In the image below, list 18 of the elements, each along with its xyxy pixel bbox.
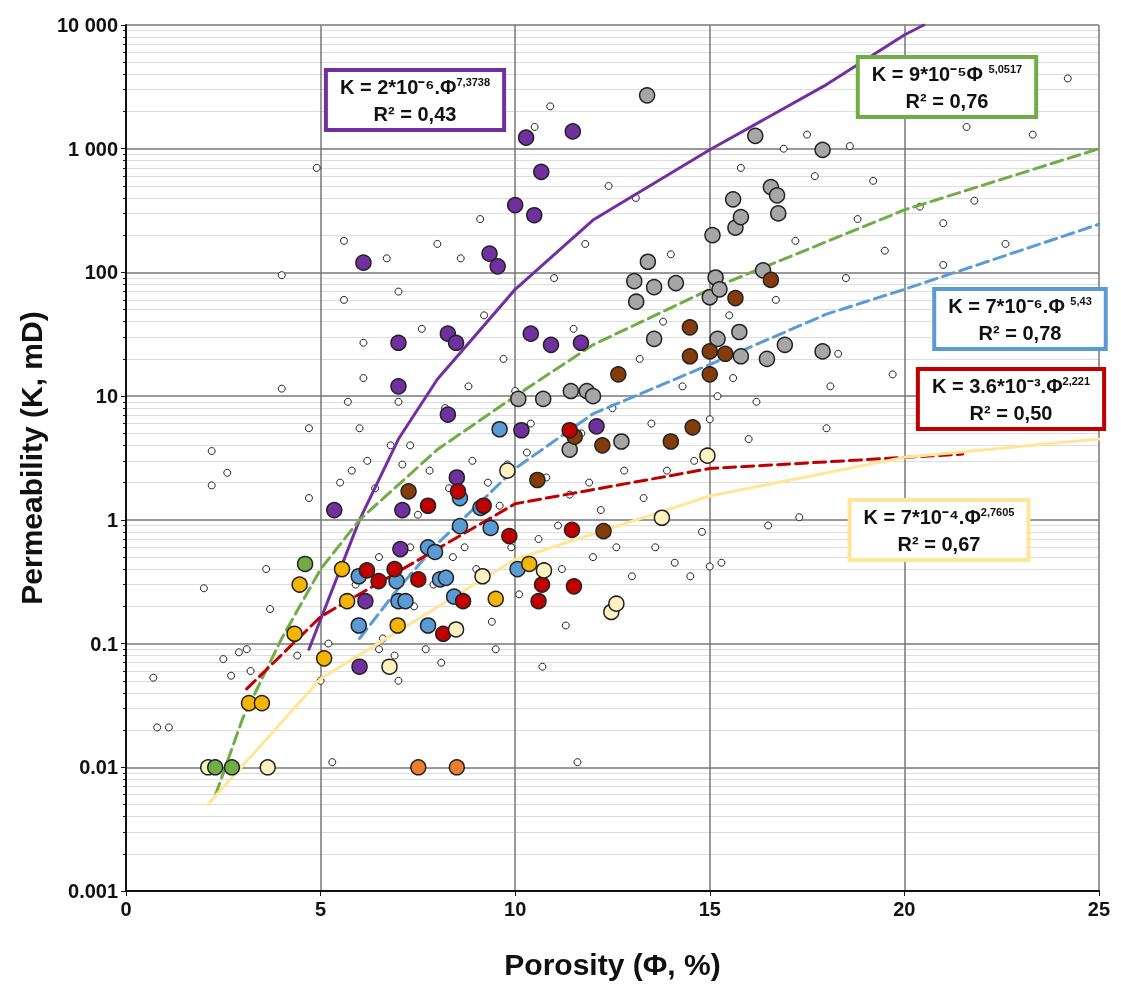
x-tick-label: 15 [698, 898, 721, 920]
y-tick-label: 0.001 [68, 880, 119, 902]
y-tick-label: 100 [84, 261, 119, 284]
y-tick-label: 1 000 [68, 137, 119, 160]
y-tick-label: 0.1 [90, 632, 119, 655]
x-tick-label: 10 [504, 898, 527, 920]
y-tick-label: 0.01 [79, 756, 119, 779]
x-tick-label: 25 [1087, 898, 1110, 920]
text: K = 9*10⁻⁵Φ 5,0517 R² = 0,76 [871, 62, 1023, 112]
x-tick-label: 0 [120, 898, 132, 920]
y-tick-label: 10 [95, 385, 119, 408]
x-tick-label: 20 [893, 898, 916, 920]
y-tick-label: 1 [106, 508, 119, 531]
y-axis-title: Permeability (K, mD) [14, 311, 48, 605]
text: K = 7*10⁻⁶.Φ 5,43 R² = 0,78 [948, 294, 1092, 344]
x-tick-label: 5 [315, 898, 327, 920]
y-tick-label: 10 000 [56, 14, 119, 36]
x-axis-title: Porosity (Φ, %) [504, 947, 721, 981]
